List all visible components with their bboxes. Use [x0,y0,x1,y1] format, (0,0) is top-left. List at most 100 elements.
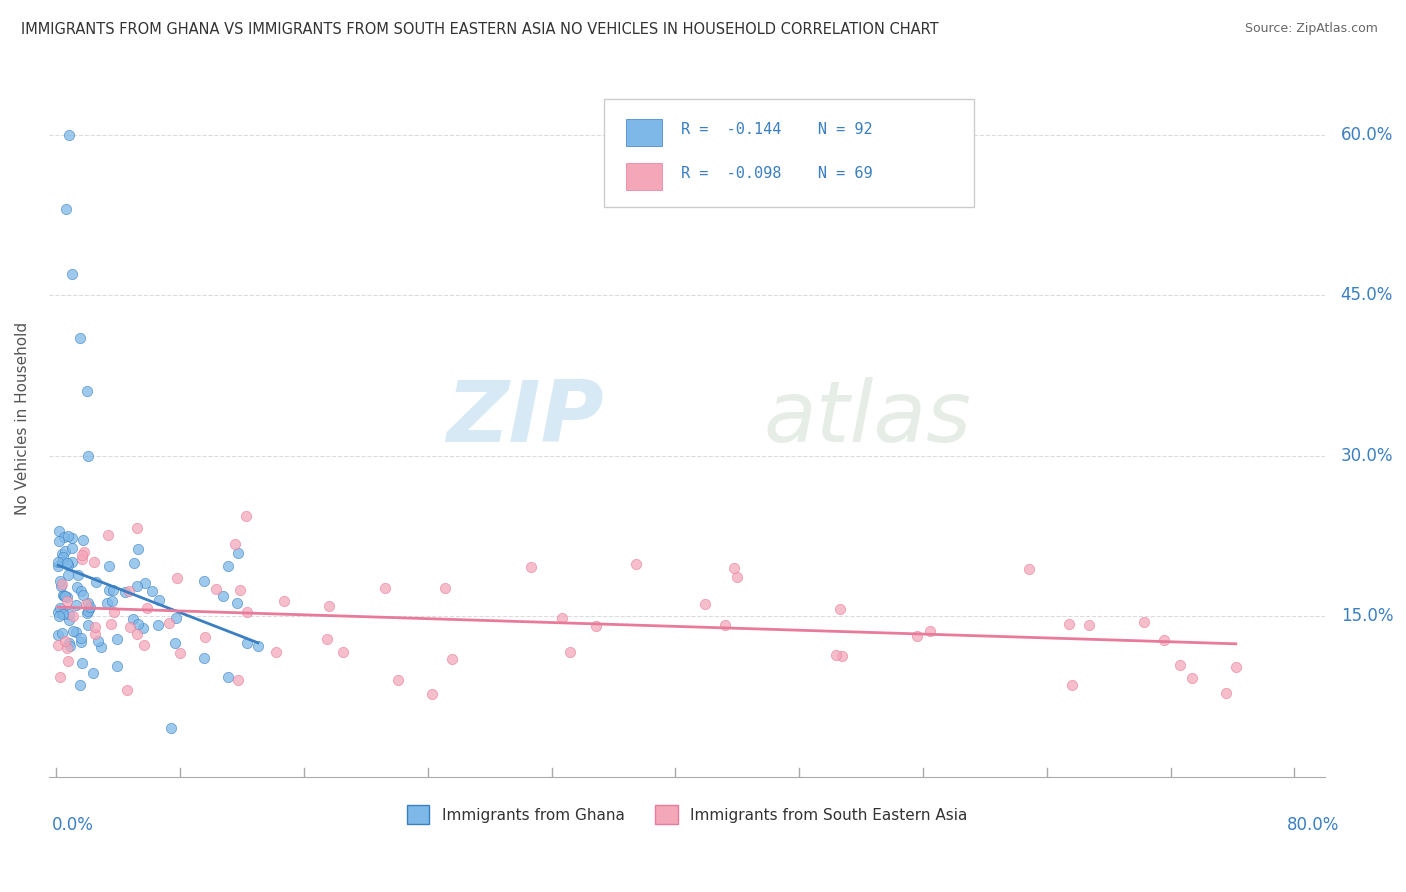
Point [105,632,128,647]
Point [72,588,94,602]
Point [1168,658,1191,673]
Point [318,599,340,613]
Text: R =  -0.144    N = 92: R = -0.144 N = 92 [681,122,872,137]
Point [118,584,141,599]
Point [105,659,128,673]
Point [918,624,941,639]
Point [48,533,70,548]
Point [134,576,156,591]
Point [905,629,928,643]
Point [69,331,91,345]
Point [101,582,124,597]
Point [46,555,69,569]
Point [316,632,339,646]
Point [217,670,239,684]
Point [125,627,148,641]
Point [96,596,118,610]
Point [76,596,98,610]
Point [53,544,76,558]
Point [72,533,94,547]
Point [141,583,163,598]
Point [52,589,75,603]
Point [1181,671,1204,685]
Point [374,581,396,595]
Point [97,583,120,598]
Text: 30.0%: 30.0% [1341,447,1393,465]
Point [148,592,170,607]
Point [1018,562,1040,576]
Point [76,617,98,632]
Point [166,571,188,585]
Point [84,575,107,590]
Point [125,520,148,534]
Point [55,591,77,605]
Point [77,604,100,618]
Point [420,687,443,701]
Point [59,639,82,653]
Point [127,617,149,632]
Point [193,651,215,665]
Point [58,128,80,142]
Point [1225,659,1247,673]
Text: 60.0%: 60.0% [1341,126,1393,144]
Point [49,600,72,615]
Point [551,611,574,625]
Point [100,617,122,632]
Point [97,559,120,574]
Point [725,570,748,584]
Text: IMMIGRANTS FROM GHANA VS IMMIGRANTS FROM SOUTH EASTERN ASIA NO VEHICLES IN HOUSE: IMMIGRANTS FROM GHANA VS IMMIGRANTS FROM… [21,22,939,37]
Point [236,605,259,619]
Point [56,641,79,656]
Text: 0.0%: 0.0% [52,816,94,834]
Point [55,589,77,603]
Point [66,580,89,594]
Y-axis label: No Vehicles in Household: No Vehicles in Household [15,321,30,515]
Point [51,547,73,561]
Point [122,557,145,571]
Point [76,449,98,463]
Point [48,609,70,624]
Point [60,267,83,281]
Point [831,648,853,663]
Point [69,631,91,645]
Point [46,628,69,642]
Point [46,559,69,574]
Point [58,607,80,621]
Text: R =  -0.098    N = 69: R = -0.098 N = 69 [681,167,872,181]
Point [51,577,73,591]
Point [585,619,607,633]
Point [62,609,84,624]
Point [58,613,80,627]
Legend: Immigrants from Ghana, Immigrants from South Eastern Asia: Immigrants from Ghana, Immigrants from S… [401,799,974,830]
Point [52,588,75,602]
Point [194,631,217,645]
Point [157,615,180,630]
Point [226,673,249,687]
Point [51,607,73,621]
Point [52,605,75,619]
Point [103,605,125,619]
FancyBboxPatch shape [605,99,974,207]
Point [714,618,737,632]
Point [72,552,94,566]
Point [825,648,848,662]
Point [58,558,80,572]
Point [433,581,456,595]
Point [49,579,72,593]
Point [1133,615,1156,630]
Point [56,654,79,668]
Point [387,673,409,687]
Point [62,555,84,569]
Point [217,558,239,573]
Point [122,612,145,626]
Point [82,665,104,680]
Point [558,645,581,659]
Point [52,550,75,565]
Point [53,530,76,544]
Bar [626,162,662,190]
Point [55,202,77,217]
Point [235,508,257,523]
Point [62,624,84,638]
Point [97,527,120,541]
Point [72,545,94,559]
